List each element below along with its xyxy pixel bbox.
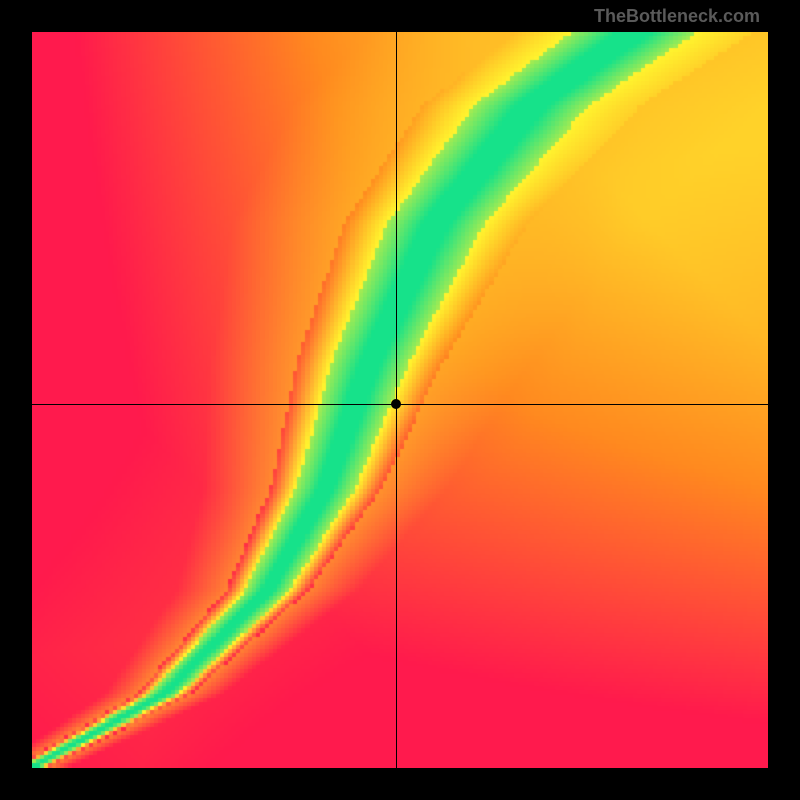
plot-container <box>32 32 768 768</box>
marker-dot <box>391 399 401 409</box>
watermark-text: TheBottleneck.com <box>594 6 760 27</box>
